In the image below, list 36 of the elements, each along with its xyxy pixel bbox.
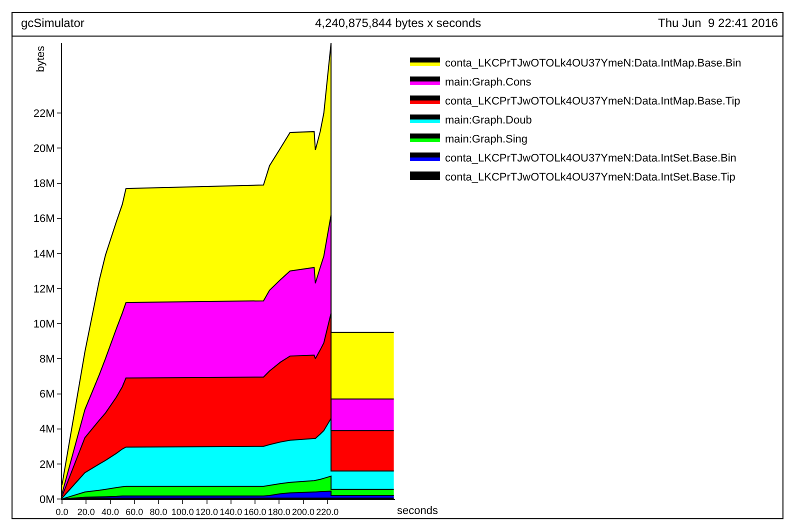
y-tick-label: 12M	[33, 283, 55, 296]
legend-label: main:Graph.Doub	[444, 114, 532, 126]
x-tick-label: 80.0	[150, 506, 168, 517]
x-tick-label: 20.0	[77, 506, 95, 517]
text: 4,240,875,844 bytes x seconds	[315, 16, 482, 30]
legend-label: conta_LKCPrTJwOTOLk4OU37YmeN:Data.IntMap.Base.Bin	[444, 57, 742, 70]
y-tick-label: 0M	[40, 494, 55, 506]
x-tick-label: 220.0	[316, 506, 339, 517]
y-tick-label: 22M	[33, 108, 55, 120]
y-tick-label: 6M	[40, 388, 55, 401]
y-tick-label: 16M	[33, 213, 55, 226]
x-tick-label: 140.0	[220, 506, 242, 517]
x-tick-label: 180.0	[268, 506, 290, 517]
legend-label: conta_LKCPrTJwOTOLk4OU37YmeN:Data.IntSet.Base.Tip	[444, 171, 736, 184]
text: Thu Jun 9 22:41 2016	[658, 16, 778, 30]
x-axis-title: seconds	[397, 505, 438, 517]
legend-label: conta_LKCPrTJwOTOLk4OU37YmeN:Data.IntMap.Base.Tip	[444, 95, 740, 108]
y-axis-title: bytes	[35, 45, 48, 72]
y-tick-label: 4M	[40, 424, 55, 436]
y-tick-label: 20M	[33, 143, 55, 156]
x-tick-label: 0.0	[56, 506, 68, 517]
legend-label: conta_LKCPrTJwOTOLk4OU37YmeN:Data.IntSet.Base.Bin	[444, 152, 736, 164]
y-tick-label: 18M	[33, 178, 55, 190]
chart-title: gcSimulator	[21, 16, 84, 30]
y-tick-label: 2M	[40, 458, 55, 471]
y-tick-label: 8M	[40, 354, 55, 366]
x-tick-label: 200.0	[292, 506, 315, 517]
x-tick-label: 100.0	[171, 506, 194, 517]
y-tick-label: 10M	[33, 318, 55, 330]
x-tick-label: 60.0	[126, 506, 144, 517]
x-tick-label: 160.0	[244, 506, 266, 517]
legend-label: main:Graph.Sing	[444, 133, 528, 146]
y-tick-label: 14M	[33, 248, 55, 260]
x-tick-label: 120.0	[196, 506, 218, 517]
legend-label: main:Graph.Cons	[444, 76, 532, 88]
x-tick-label: 40.0	[101, 506, 120, 517]
